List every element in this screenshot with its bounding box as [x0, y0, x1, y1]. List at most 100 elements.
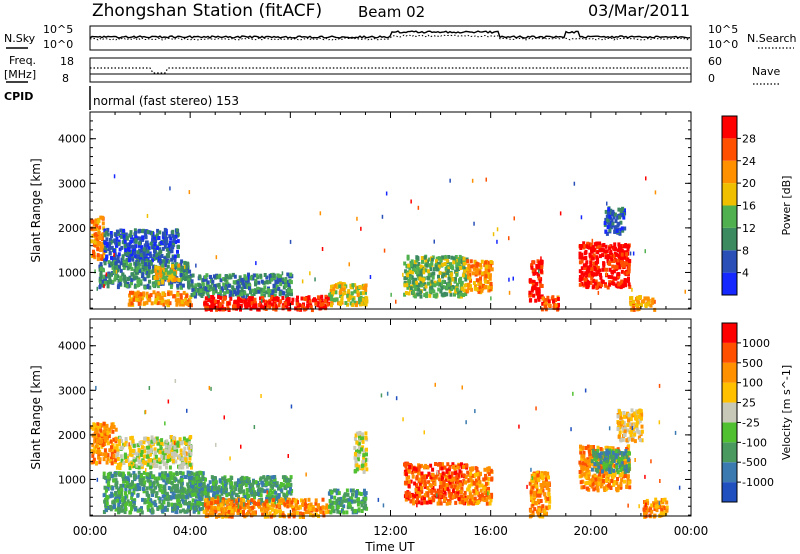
heatmap-cell — [270, 507, 274, 512]
heatmap-cell — [109, 507, 113, 512]
heatmap-cell — [179, 273, 183, 277]
heatmap-cell — [133, 268, 137, 273]
heatmap-cell — [221, 502, 225, 507]
heatmap-cell — [113, 252, 117, 257]
heatmap-cell — [155, 479, 159, 484]
heatmap-cell — [209, 488, 213, 493]
heatmap-cell — [321, 305, 325, 310]
heatmap-cell — [175, 228, 179, 233]
heatmap-cell — [351, 302, 355, 307]
heatmap-cell — [106, 232, 110, 237]
heatmap-cell — [425, 263, 429, 268]
heatmap-cell — [619, 246, 623, 251]
heatmap-cell — [583, 244, 587, 249]
heatmap-cell — [175, 449, 179, 454]
heatmap-cell — [270, 297, 274, 302]
heatmap-cell — [96, 439, 99, 443]
heatmap-cell — [212, 305, 216, 310]
heatmap-cell — [268, 300, 272, 305]
heatmap-cell — [151, 269, 155, 273]
heatmap-cell — [176, 292, 180, 297]
heatmap-cell — [359, 436, 363, 441]
heatmap-cell — [219, 500, 223, 505]
heatmap-cell — [410, 492, 414, 497]
heatmap-cell — [113, 238, 117, 243]
heatmap-cell — [165, 439, 169, 444]
colorbar-tick-label: 12 — [742, 222, 756, 235]
heatmap-cell — [119, 261, 123, 266]
heatmap-cell — [92, 457, 96, 462]
heatmap-cell — [127, 246, 130, 251]
heatmap-cell — [429, 288, 433, 293]
heatmap-cell — [252, 303, 256, 308]
heatmap-cell — [588, 273, 591, 278]
heatmap-cell — [455, 267, 459, 272]
heatmap-cell — [596, 265, 600, 270]
heatmap-cell — [213, 505, 217, 510]
heatmap-cell — [189, 479, 193, 484]
heatmap-cell — [411, 470, 415, 475]
heatmap-cell — [106, 495, 110, 500]
heatmap-cell — [330, 490, 334, 495]
heatmap-cell — [354, 494, 358, 498]
heatmap-cell — [404, 497, 408, 502]
heatmap-cell — [437, 274, 440, 279]
heatmap-cell — [458, 500, 462, 505]
heatmap-cell — [251, 276, 255, 281]
heatmap-cell — [462, 493, 466, 498]
heatmap-cell — [263, 303, 267, 308]
heatmap-cell — [123, 510, 127, 514]
heatmap-cell — [448, 265, 452, 270]
heatmap-cell — [424, 474, 428, 479]
heatmap-cell — [162, 478, 166, 483]
heatmap-cell — [165, 461, 169, 466]
heatmap-speckle — [369, 275, 372, 279]
heatmap-cell — [110, 245, 114, 250]
heatmap-cell — [113, 505, 116, 509]
heatmap-cell — [236, 511, 240, 515]
heatmap-cell — [117, 278, 121, 283]
heatmap-cell — [145, 300, 149, 305]
heatmap-cell — [123, 260, 127, 265]
heatmap-cell — [277, 493, 281, 498]
heatmap-cell — [540, 265, 544, 270]
heatmap-cell — [139, 236, 143, 241]
heatmap-cell — [192, 287, 196, 292]
heatmap-cell — [478, 268, 482, 273]
heatmap-cell — [145, 472, 149, 477]
heatmap-cell — [93, 446, 97, 451]
heatmap-cell — [647, 302, 651, 307]
heatmap-cell — [600, 282, 604, 287]
heatmap-cell — [206, 306, 210, 311]
heatmap-cell — [174, 502, 178, 507]
heatmap-cell — [108, 494, 112, 499]
heatmap-speckle — [105, 272, 108, 277]
heatmap-cell — [441, 279, 445, 284]
heatmap-cell — [612, 259, 616, 263]
heatmap-cell — [138, 481, 142, 486]
heatmap-cell — [267, 490, 270, 495]
heatmap-cell — [122, 479, 126, 484]
heatmap-cell — [331, 505, 335, 510]
heatmap-cell — [99, 236, 103, 240]
heatmap-cell — [179, 448, 183, 453]
heatmap-speckle — [261, 298, 263, 303]
heatmap-cell — [123, 244, 127, 249]
heatmap-cell — [355, 462, 359, 467]
heatmap-cell — [355, 440, 359, 445]
heatmap-cell — [464, 495, 468, 500]
heatmap-cell — [247, 488, 251, 493]
heatmap-cell — [186, 299, 190, 304]
heatmap-cell — [441, 462, 444, 467]
nave-trace — [90, 67, 690, 74]
heatmap-cell — [275, 284, 279, 289]
heatmap-cell — [489, 282, 493, 286]
heatmap-cell — [175, 302, 179, 307]
heatmap-cell — [145, 490, 149, 495]
heatmap-cell — [187, 441, 191, 446]
heatmap-cell — [537, 292, 541, 296]
heatmap-cell — [180, 300, 184, 304]
heatmap-cell — [124, 488, 128, 493]
heatmap-cell — [191, 273, 195, 278]
heatmap-cell — [226, 500, 230, 505]
